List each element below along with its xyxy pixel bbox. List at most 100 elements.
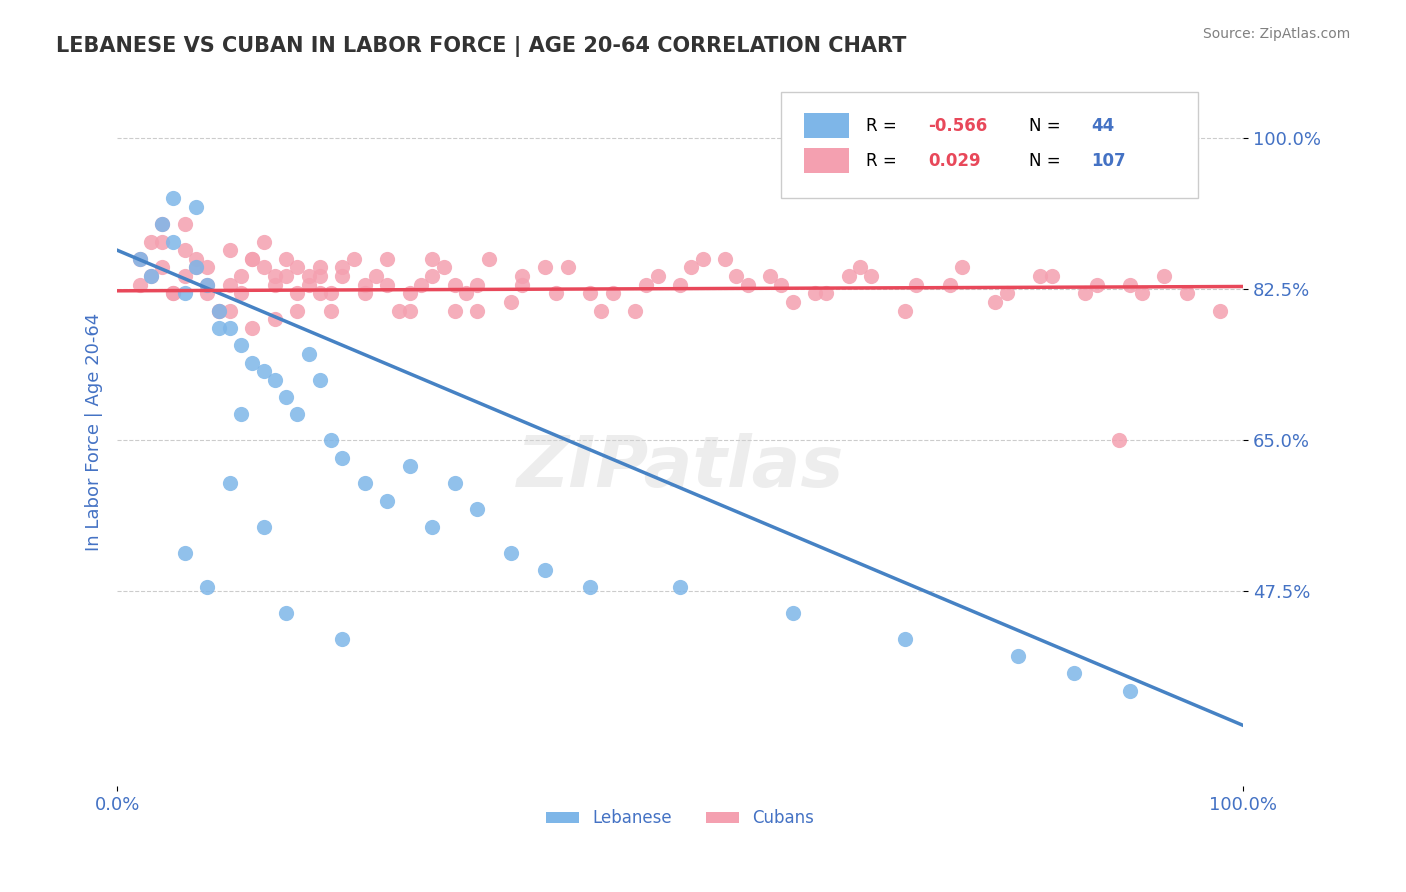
Point [229, 338, 252, 352]
Text: 107: 107 [1091, 152, 1126, 170]
Point [330, 632, 353, 646]
Point [1040, 269, 1063, 284]
Point [207, 321, 229, 335]
Point [128, 277, 150, 292]
Point [546, 286, 568, 301]
Point [128, 252, 150, 266]
Point [444, 476, 467, 491]
Text: Source: ZipAtlas.com: Source: ZipAtlas.com [1202, 27, 1350, 41]
Point [388, 303, 411, 318]
Point [150, 217, 173, 231]
Point [297, 277, 319, 292]
Point [1108, 434, 1130, 448]
Point [162, 286, 184, 301]
Point [534, 260, 557, 275]
Point [692, 252, 714, 266]
Point [229, 286, 252, 301]
Point [139, 269, 162, 284]
Point [218, 244, 240, 258]
Point [838, 269, 860, 284]
Point [770, 277, 793, 292]
Point [297, 269, 319, 284]
Point [173, 244, 195, 258]
Point [354, 277, 377, 292]
Point [579, 286, 602, 301]
Point [139, 235, 162, 249]
Point [184, 260, 207, 275]
Point [422, 519, 444, 533]
Point [240, 252, 263, 266]
Point [308, 286, 330, 301]
Point [285, 408, 308, 422]
Point [150, 235, 173, 249]
Text: LEBANESE VS CUBAN IN LABOR FORCE | AGE 20-64 CORRELATION CHART: LEBANESE VS CUBAN IN LABOR FORCE | AGE 2… [56, 36, 907, 57]
Point [1209, 303, 1232, 318]
FancyBboxPatch shape [804, 113, 849, 137]
Point [274, 252, 297, 266]
Point [1119, 683, 1142, 698]
Y-axis label: In Labor Force | Age 20-64: In Labor Force | Age 20-64 [86, 312, 103, 550]
Point [218, 321, 240, 335]
Point [308, 373, 330, 387]
Point [240, 355, 263, 369]
Point [444, 277, 467, 292]
Point [444, 303, 467, 318]
Point [218, 476, 240, 491]
Point [354, 286, 377, 301]
Point [399, 303, 422, 318]
Point [184, 252, 207, 266]
Point [782, 295, 804, 310]
Text: -0.566: -0.566 [928, 117, 987, 135]
Point [377, 493, 399, 508]
Point [319, 303, 342, 318]
Point [330, 260, 353, 275]
Point [150, 260, 173, 275]
Point [150, 217, 173, 231]
Point [128, 252, 150, 266]
Point [173, 269, 195, 284]
Point [173, 545, 195, 559]
Point [252, 260, 274, 275]
Point [184, 260, 207, 275]
Point [579, 580, 602, 594]
Point [207, 303, 229, 318]
Point [354, 476, 377, 491]
Point [669, 277, 692, 292]
Point [1130, 286, 1153, 301]
Point [849, 260, 872, 275]
Point [512, 269, 534, 284]
Point [905, 277, 928, 292]
Point [342, 252, 364, 266]
Point [478, 252, 501, 266]
Point [218, 277, 240, 292]
Point [207, 303, 229, 318]
Point [894, 303, 917, 318]
Point [263, 269, 285, 284]
Point [252, 364, 274, 378]
Text: ZIPatlas: ZIPatlas [516, 433, 844, 501]
Point [782, 606, 804, 620]
Point [184, 200, 207, 214]
Point [285, 303, 308, 318]
Point [534, 563, 557, 577]
Point [195, 277, 218, 292]
Point [207, 303, 229, 318]
Point [501, 295, 523, 310]
Point [1029, 269, 1052, 284]
Point [456, 286, 478, 301]
Point [501, 545, 523, 559]
Point [285, 286, 308, 301]
FancyBboxPatch shape [782, 92, 1198, 198]
Point [759, 269, 782, 284]
Point [1085, 277, 1108, 292]
Point [377, 277, 399, 292]
Point [557, 260, 579, 275]
Point [467, 303, 489, 318]
Point [366, 269, 388, 284]
Point [1074, 286, 1097, 301]
Point [624, 303, 647, 318]
FancyBboxPatch shape [804, 148, 849, 173]
Point [939, 277, 962, 292]
Point [894, 632, 917, 646]
Text: N =: N = [1029, 117, 1060, 135]
